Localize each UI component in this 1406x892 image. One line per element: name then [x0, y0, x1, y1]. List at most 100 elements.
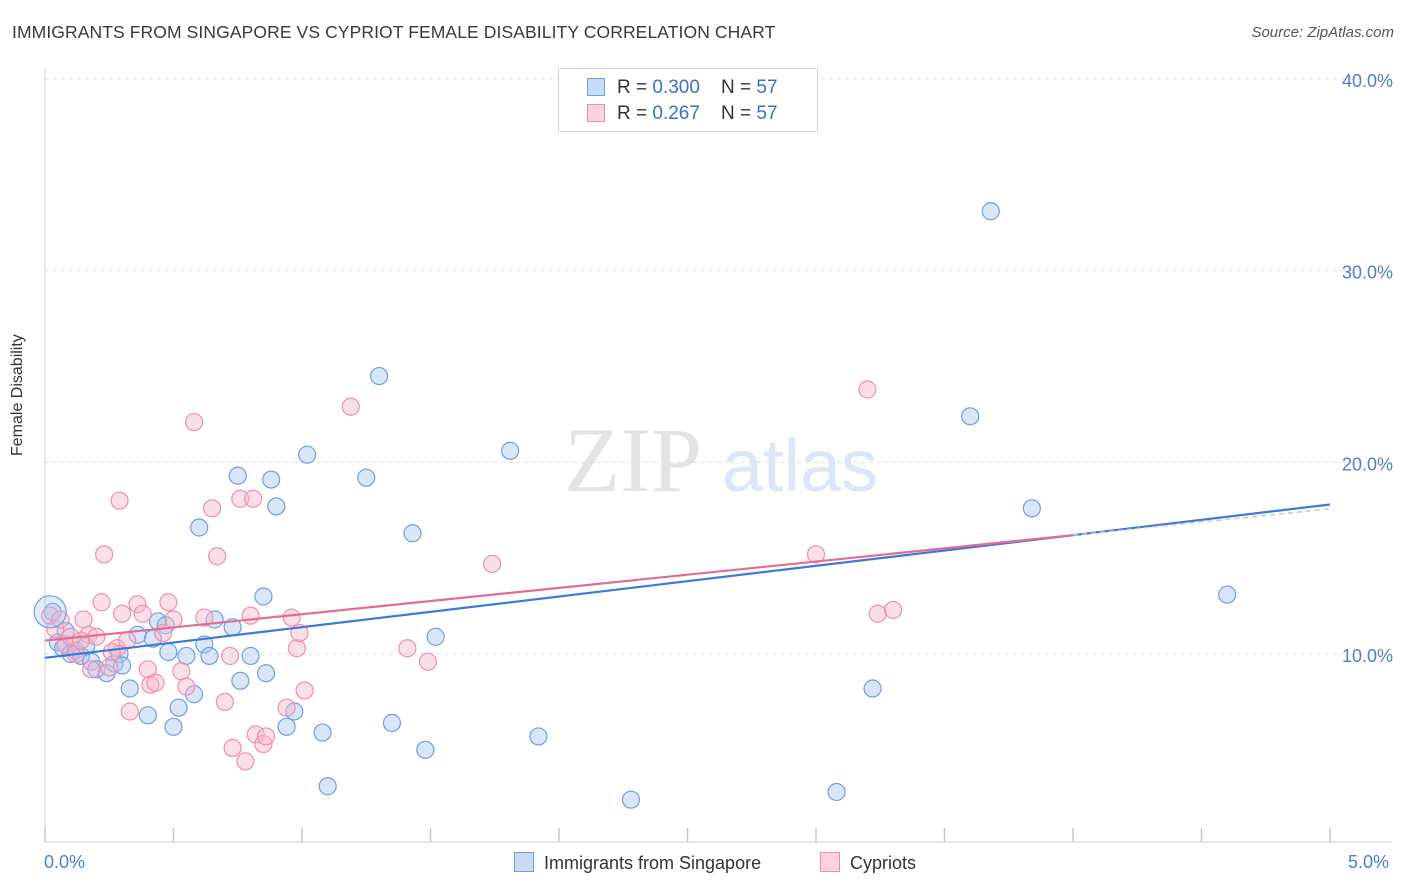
watermark-zip: ZIP	[564, 409, 702, 511]
data-point	[138, 706, 157, 725]
data-point	[287, 639, 306, 658]
data-point	[418, 652, 438, 671]
trend-line-singapore	[44, 503, 1331, 659]
source-label: Source: ZipAtlas.com	[1251, 24, 1394, 41]
legend-n-value: 57	[756, 77, 778, 98]
legend-r-value: 0.300	[652, 77, 700, 98]
data-point	[120, 679, 139, 698]
data-point	[231, 671, 250, 690]
data-point	[164, 717, 183, 736]
data-point	[223, 738, 242, 758]
data-point	[208, 547, 227, 566]
data-point	[159, 593, 178, 612]
data-point	[1022, 499, 1041, 518]
data-point	[195, 608, 214, 627]
data-point	[256, 664, 276, 683]
series-cypriots	[41, 380, 903, 771]
legend-label-cypriots: Cypriots	[850, 853, 917, 873]
data-point	[806, 545, 826, 564]
grid-lines	[44, 68, 1392, 843]
data-point	[254, 587, 273, 606]
data-point	[403, 524, 422, 543]
data-point	[215, 692, 234, 712]
data-point	[277, 698, 296, 717]
data-point	[128, 595, 147, 614]
data-point	[241, 606, 260, 625]
data-point	[267, 497, 286, 516]
trend-extension	[1072, 508, 1331, 536]
trend-line-cypriots	[44, 534, 1074, 642]
data-point	[184, 412, 204, 432]
legend-label-singapore: Immigrants from Singapore	[544, 853, 762, 873]
data-point	[357, 468, 376, 487]
data-point	[621, 790, 641, 809]
data-point	[95, 545, 114, 564]
y-tick-label: 10.0%	[1342, 646, 1393, 666]
data-points	[33, 202, 1237, 809]
legend-swatch-blue	[587, 78, 605, 96]
y-tick-label: 40.0%	[1342, 71, 1393, 91]
legend-r-label: R =	[617, 103, 653, 124]
legend-n-label: N =	[721, 103, 757, 124]
data-point	[858, 380, 877, 399]
data-point	[138, 660, 157, 679]
data-point	[100, 658, 119, 677]
chart-title: IMMIGRANTS FROM SINGAPORE VS CYPRIOT FEM…	[12, 22, 776, 42]
data-point	[262, 470, 281, 489]
data-point	[184, 685, 204, 704]
data-point	[177, 646, 196, 666]
data-point	[318, 777, 337, 796]
data-point	[200, 646, 219, 666]
data-point	[82, 660, 101, 679]
data-point	[133, 604, 152, 623]
legend-r-label: R =	[617, 77, 653, 98]
legend-item-singapore: Immigrants from Singapore	[514, 852, 761, 874]
legend-item-cypriots: Cypriots	[820, 852, 916, 874]
data-point	[426, 627, 445, 646]
data-point	[295, 681, 314, 700]
data-point	[241, 646, 260, 666]
data-point	[228, 466, 247, 485]
data-point	[190, 518, 209, 537]
data-point	[282, 608, 301, 627]
data-point	[110, 491, 129, 510]
data-point	[256, 727, 276, 746]
data-point	[92, 593, 111, 612]
data-point	[370, 366, 389, 386]
data-point-cluster	[33, 595, 67, 629]
legend-n-value: 57	[756, 103, 778, 124]
data-point	[868, 604, 887, 623]
y-tick-label: 30.0%	[1342, 263, 1393, 283]
data-point	[51, 610, 70, 629]
y-tick-label: 20.0%	[1342, 454, 1393, 474]
correlation-legend: R = 0.300 N = 57 R = 0.267 N = 57	[558, 68, 818, 132]
data-point	[120, 702, 139, 721]
watermark-atlas: atlas	[722, 424, 878, 507]
data-point	[981, 202, 1000, 221]
data-point	[398, 639, 417, 658]
y-axis-label: Female Disability	[9, 334, 26, 456]
data-point	[231, 489, 250, 508]
data-point	[41, 606, 60, 625]
data-point	[244, 489, 263, 508]
data-point	[159, 642, 178, 662]
legend-swatch-pink	[820, 852, 840, 872]
data-point	[71, 631, 91, 650]
data-point	[169, 698, 188, 717]
data-point	[501, 441, 520, 460]
data-point	[202, 499, 222, 518]
data-point	[416, 740, 435, 759]
data-point	[313, 723, 332, 742]
legend-swatch-pink	[587, 104, 605, 122]
data-point	[298, 445, 317, 464]
data-point	[827, 782, 846, 802]
legend-r-value: 0.267	[652, 103, 700, 124]
data-point	[112, 604, 132, 623]
data-point	[961, 407, 980, 426]
y-tick-labels: 10.0% 20.0% 30.0% 40.0%	[1342, 71, 1393, 666]
data-point	[863, 679, 882, 698]
data-point	[74, 610, 93, 629]
data-point	[102, 642, 121, 662]
legend-n-label: N =	[721, 77, 757, 98]
